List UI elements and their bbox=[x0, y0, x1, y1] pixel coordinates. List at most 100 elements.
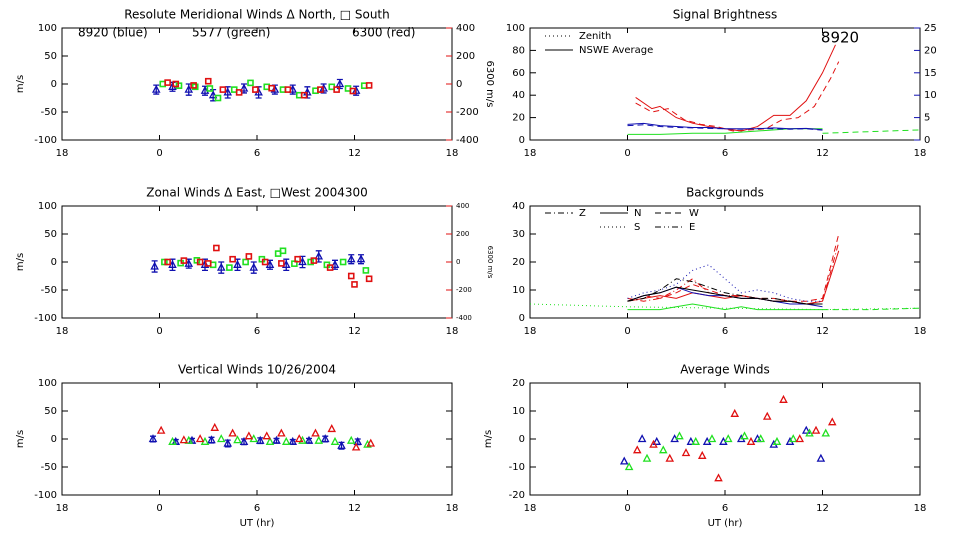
legend-label: Z bbox=[579, 208, 586, 219]
y2-axis-label: 6300 m/s bbox=[486, 246, 494, 279]
marker bbox=[351, 281, 358, 288]
y2-tick-label: -200 bbox=[456, 107, 479, 118]
marker bbox=[156, 425, 166, 434]
chart-title: Backgrounds bbox=[686, 186, 764, 200]
x-tick-label: 6 bbox=[254, 503, 260, 514]
marker bbox=[268, 84, 275, 92]
marker bbox=[255, 435, 265, 444]
marker bbox=[288, 436, 298, 445]
line bbox=[627, 286, 823, 305]
marker bbox=[762, 411, 772, 420]
marker bbox=[277, 428, 286, 437]
y-tick-label: 100 bbox=[506, 23, 525, 34]
marker bbox=[816, 453, 826, 462]
marker bbox=[310, 257, 318, 264]
marker bbox=[244, 431, 254, 440]
y2-tick-label: 20 bbox=[924, 45, 937, 56]
marker bbox=[827, 417, 837, 426]
x-tick-label: 0 bbox=[156, 503, 162, 514]
plot-area bbox=[627, 44, 920, 135]
x-tick-label: 12 bbox=[348, 326, 361, 337]
x-tick-label: 18 bbox=[56, 148, 69, 159]
x-tick-label: 6 bbox=[254, 148, 260, 159]
y-tick-label: 10 bbox=[512, 406, 525, 417]
marker bbox=[723, 434, 733, 443]
marker bbox=[208, 90, 218, 99]
marker bbox=[262, 431, 272, 440]
y2-tick-label: 0 bbox=[924, 135, 930, 146]
legend-label: N bbox=[634, 208, 641, 219]
y2-tick-label: 0 bbox=[456, 258, 460, 266]
line bbox=[627, 124, 823, 131]
marker bbox=[619, 456, 629, 465]
marker bbox=[265, 436, 275, 445]
legend-label: S bbox=[634, 222, 640, 233]
marker bbox=[637, 434, 647, 443]
y-tick-label: 10 bbox=[512, 285, 525, 296]
marker bbox=[349, 87, 357, 95]
marker bbox=[707, 434, 717, 443]
marker bbox=[632, 445, 642, 454]
marker bbox=[150, 261, 159, 270]
marker bbox=[204, 260, 212, 267]
y-tick-label: 30 bbox=[512, 229, 525, 240]
marker bbox=[294, 255, 301, 263]
y-tick-label: 60 bbox=[512, 68, 525, 79]
marker bbox=[239, 436, 249, 445]
y2-axis-label: 6300 m/s bbox=[484, 61, 495, 108]
marker bbox=[311, 428, 320, 437]
marker bbox=[206, 85, 214, 92]
y2-tick-label: 15 bbox=[924, 68, 937, 79]
y-tick-label: 50 bbox=[44, 51, 57, 62]
y-axis-label: m/s bbox=[483, 430, 494, 448]
marker bbox=[300, 91, 308, 99]
x-tick-label: 6 bbox=[254, 326, 260, 337]
marker bbox=[195, 434, 205, 443]
y-axis-label: m/s bbox=[15, 253, 26, 271]
plot-area bbox=[148, 422, 376, 451]
line bbox=[627, 242, 840, 305]
x-tick-label: 18 bbox=[914, 326, 927, 337]
chart-title: Vertical Winds 10/26/2004 bbox=[178, 363, 336, 377]
x-tick-label: 18 bbox=[446, 503, 459, 514]
x-tick-label: 18 bbox=[56, 326, 69, 337]
x-tick-label: 6 bbox=[722, 148, 728, 159]
marker bbox=[190, 82, 197, 89]
marker bbox=[196, 258, 204, 266]
x-tick-label: 18 bbox=[446, 148, 459, 159]
marker bbox=[366, 438, 376, 447]
y-tick-label: -50 bbox=[41, 462, 57, 473]
marker bbox=[245, 253, 253, 260]
y-tick-label: 20 bbox=[512, 113, 525, 124]
marker bbox=[213, 244, 220, 252]
x-tick-label: 18 bbox=[524, 148, 537, 159]
marker bbox=[314, 251, 324, 260]
marker bbox=[294, 434, 304, 443]
marker bbox=[740, 431, 749, 440]
plot-area bbox=[619, 394, 837, 482]
marker bbox=[795, 434, 805, 443]
chart-title: Signal Brightness bbox=[673, 8, 778, 22]
marker bbox=[204, 77, 212, 85]
marker bbox=[278, 260, 285, 267]
marker bbox=[691, 436, 701, 445]
marker bbox=[320, 434, 330, 443]
x-tick-label: 6 bbox=[722, 503, 728, 514]
x-tick-label: 0 bbox=[624, 503, 630, 514]
x-tick-label: 18 bbox=[56, 503, 69, 514]
y2-tick-label: 400 bbox=[456, 23, 475, 34]
marker bbox=[821, 428, 831, 437]
y-tick-label: 0 bbox=[519, 135, 525, 146]
y-tick-label: -100 bbox=[34, 313, 57, 324]
x-tick-label: 0 bbox=[624, 326, 630, 337]
annotation: 6300 (red) bbox=[352, 26, 415, 40]
marker bbox=[228, 428, 237, 437]
marker bbox=[365, 275, 373, 283]
marker bbox=[686, 436, 696, 445]
marker bbox=[261, 258, 269, 266]
line bbox=[822, 307, 920, 311]
marker bbox=[184, 84, 194, 93]
marker bbox=[172, 80, 180, 88]
y-tick-label: 20 bbox=[512, 378, 525, 389]
marker bbox=[681, 448, 691, 457]
